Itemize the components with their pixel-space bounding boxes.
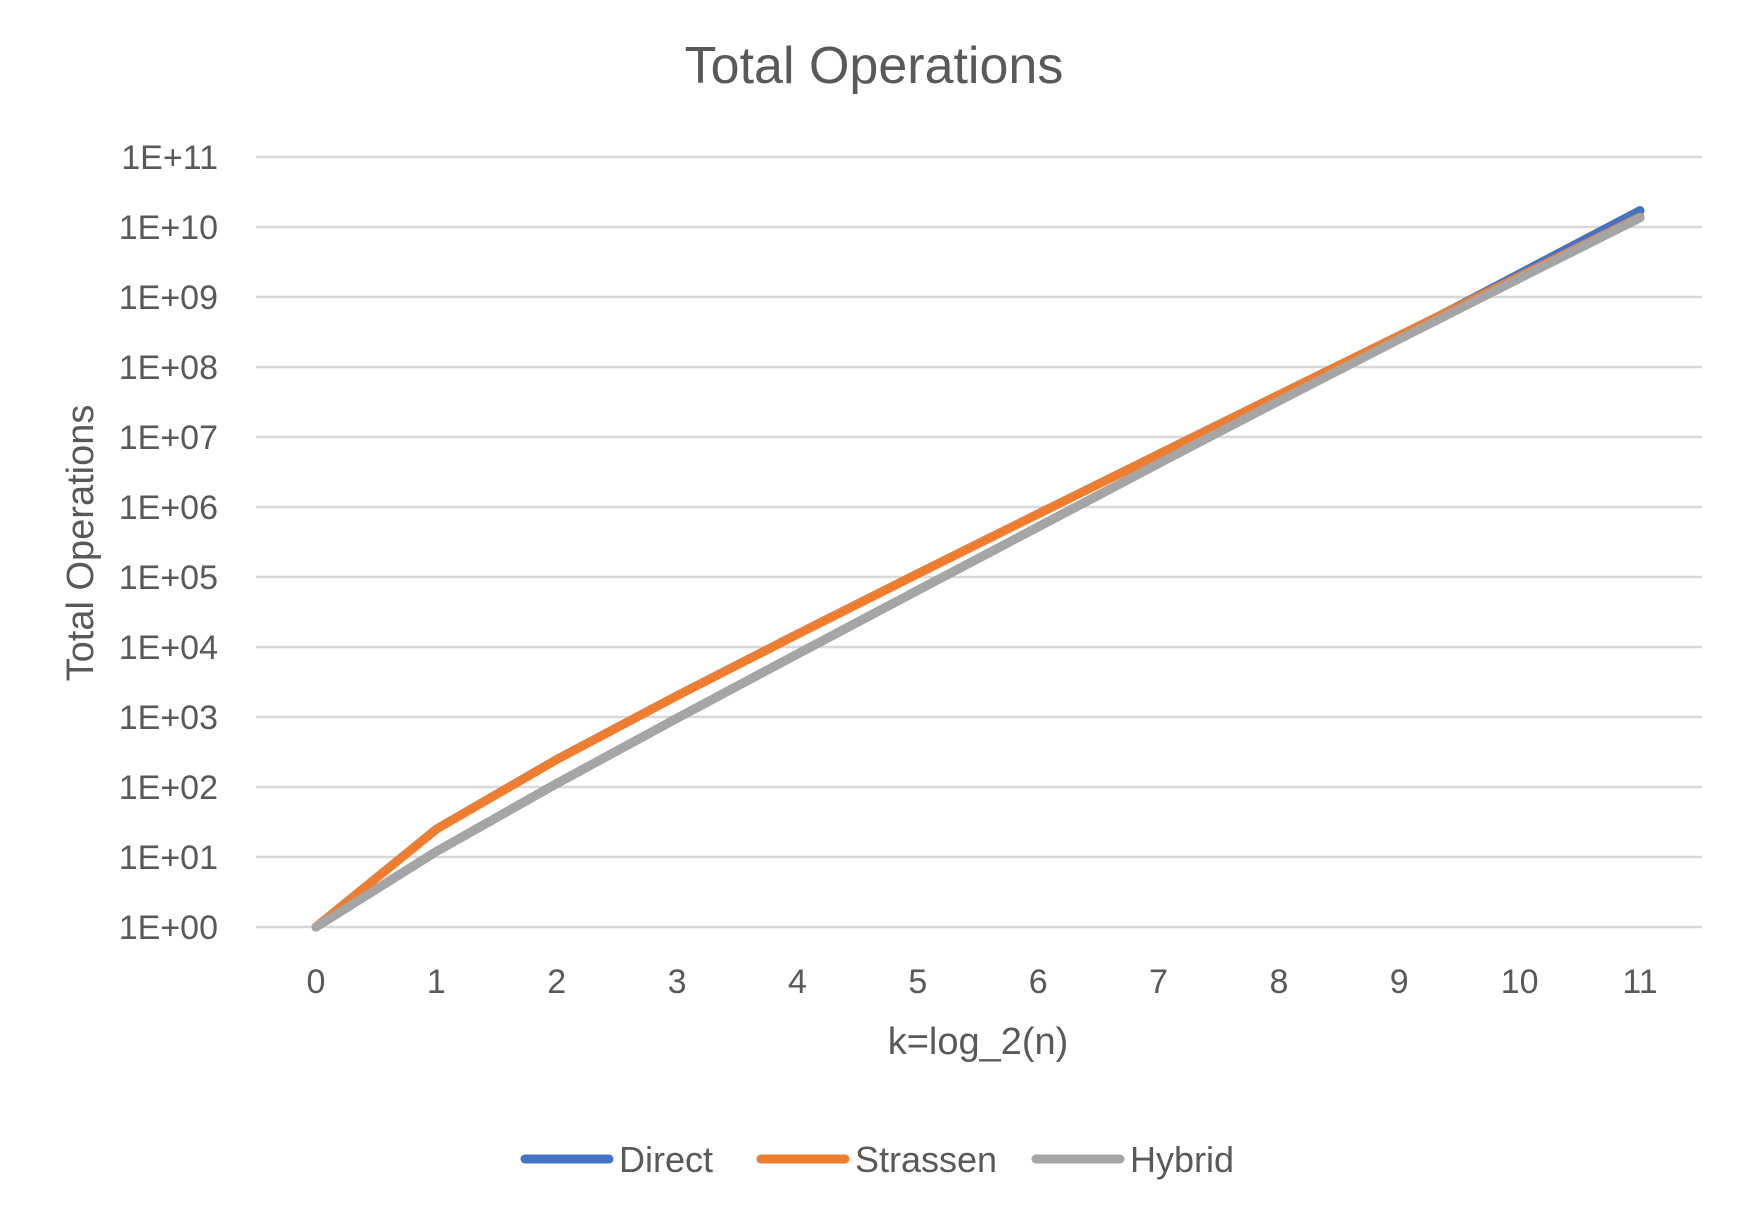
- y-tick-label: 1E+04: [119, 629, 218, 667]
- y-tick-label: 1E+05: [119, 559, 218, 597]
- x-tick-label: 0: [307, 963, 326, 1001]
- x-tick-label: 5: [908, 963, 927, 1001]
- y-tick-label: 1E+01: [119, 839, 218, 877]
- legend-label-strassen: Strassen: [855, 1139, 997, 1180]
- y-tick-label: 1E+03: [119, 699, 218, 737]
- x-axis-label: k=log_2(n): [888, 1021, 1069, 1063]
- x-tick-label: 2: [547, 963, 566, 1001]
- y-tick-label: 1E+11: [121, 139, 218, 177]
- x-axis-ticks: 0 1 2 3 4 5 6 7 8 9 10 11: [307, 963, 1658, 1001]
- legend-label-hybrid: Hybrid: [1130, 1139, 1234, 1180]
- series-line-hybrid: [311, 213, 1645, 932]
- gridlines: [256, 155, 1702, 929]
- x-tick-label: 8: [1269, 963, 1288, 1001]
- x-tick-label: 1: [427, 963, 446, 1001]
- x-tick-label: 10: [1501, 963, 1539, 1001]
- chart-title: Total Operations: [685, 37, 1064, 95]
- x-tick-label: 7: [1149, 963, 1168, 1001]
- y-tick-label: 1E+00: [119, 909, 218, 947]
- y-tick-label: 1E+07: [119, 419, 218, 457]
- y-axis-ticks: 1E+00 1E+01 1E+02 1E+03 1E+04 1E+05 1E+06 1E+07…: [119, 139, 218, 947]
- y-axis-label: Total Operations: [60, 405, 102, 682]
- x-tick-label: 6: [1029, 963, 1048, 1001]
- y-tick-label: 1E+06: [119, 489, 218, 527]
- legend: Direct Strassen Hybrid: [520, 1139, 1234, 1180]
- x-tick-label: 11: [1622, 963, 1657, 1001]
- y-tick-label: 1E+10: [119, 209, 218, 247]
- y-tick-label: 1E+08: [119, 349, 218, 387]
- y-tick-label: 1E+02: [119, 769, 218, 807]
- x-tick-label: 3: [668, 963, 687, 1001]
- series-lines: [311, 206, 1645, 932]
- x-tick-label: 4: [788, 963, 807, 1001]
- series-line-strassen: [311, 212, 1645, 932]
- x-tick-label: 9: [1390, 963, 1409, 1001]
- y-tick-label: 1E+09: [119, 279, 218, 317]
- legend-label-direct: Direct: [619, 1139, 713, 1180]
